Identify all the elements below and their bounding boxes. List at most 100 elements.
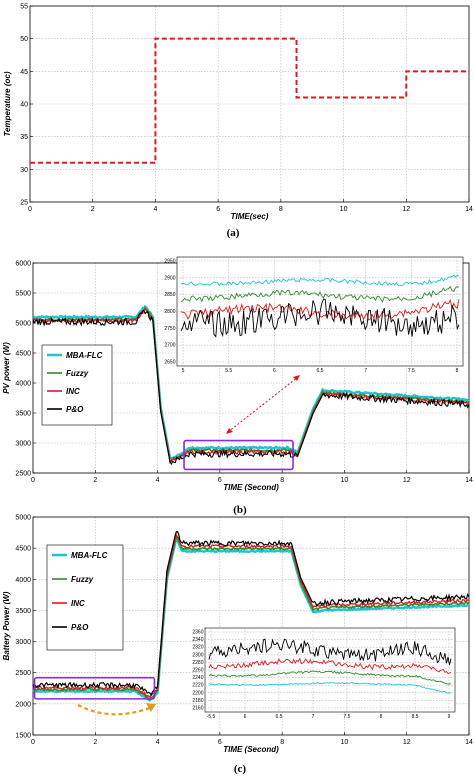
- zoom-arrowhead: [226, 428, 233, 434]
- y-tick-label: 2500: [15, 670, 31, 677]
- legend-entry: INC: [71, 599, 85, 608]
- panel-a-caption: (a): [227, 227, 240, 239]
- legend-entry: Fuzzy: [66, 369, 89, 378]
- x-tick-label: 6: [218, 477, 222, 484]
- inset-x-tick-label: 6: [244, 714, 247, 720]
- legend-box: [41, 344, 113, 426]
- y-tick-label: 3500: [15, 608, 31, 615]
- x-tick-label: 14: [465, 739, 473, 746]
- x-tick-label: 12: [402, 206, 410, 213]
- inset-x-tick-label: 8.5: [412, 714, 419, 720]
- legend-entry: P&O: [71, 623, 89, 632]
- legend-entry: MBA-FLC: [66, 351, 103, 360]
- inset-x-tick-label: 9: [448, 714, 451, 720]
- y-tick-label: 5500: [15, 291, 31, 298]
- legend-entry: Fuzzy: [71, 575, 94, 584]
- y-tick-label: 3000: [15, 441, 31, 448]
- x-tick-label: 14: [465, 206, 473, 213]
- inset-y-tick-label: 2360: [192, 630, 203, 636]
- y-tick-label: 50: [20, 36, 28, 43]
- x-tick-label: 2: [93, 739, 97, 746]
- inset-trace: [180, 274, 460, 287]
- y-tick-label: 4500: [15, 546, 31, 553]
- y-tick-label: 35: [20, 134, 28, 141]
- x-tick-label: 12: [403, 477, 411, 484]
- y-tick-label: 55: [20, 4, 28, 11]
- y-tick-label: 5000: [15, 515, 31, 522]
- series-line-inc: [32, 533, 470, 699]
- inset-x-tick-label: 8: [380, 714, 383, 720]
- inset-y-tick-label: 2180: [192, 698, 203, 704]
- legend-entry: MBA-FLC: [71, 551, 108, 560]
- zoom-arrowhead: [146, 703, 156, 712]
- x-tick-label: 14: [465, 477, 473, 484]
- x-tick-label: 12: [403, 739, 411, 746]
- plot-frame: [32, 516, 470, 736]
- y-tick-label: 45: [20, 69, 28, 76]
- y-tick-label: 2500: [15, 471, 31, 478]
- y-tick-label: 30: [20, 167, 28, 174]
- inset-y-tick-label: 2280: [192, 660, 203, 666]
- inset-y-tick-label: 2650: [164, 360, 175, 366]
- inset-trace: [208, 670, 452, 685]
- y-axis-label: PV power (W): [2, 342, 11, 394]
- inset-y-tick-label: 2750: [164, 326, 175, 332]
- zoom-arrow: [227, 376, 299, 433]
- x-tick-label: 8: [280, 477, 284, 484]
- y-tick-label: 2000: [15, 701, 31, 708]
- inset-x-tick-label: 5: [182, 368, 185, 374]
- inset-x-tick-label: 6.5: [317, 368, 324, 374]
- inset-x-tick-label: 7: [312, 714, 315, 720]
- zoom-arrowhead: [293, 375, 300, 381]
- legend-box: [46, 544, 124, 651]
- panel-b-pv-power-chart: 0 2 4 6 8 10 12 14 2500 3000 3500 4000 4500 5000 5500 6…: [2, 256, 473, 492]
- x-tick-label: 10: [341, 477, 349, 484]
- x-tick-label: 4: [156, 739, 160, 746]
- zoom-highlight-box: [183, 439, 294, 471]
- zoom-highlight-box: [33, 676, 156, 700]
- y-tick-label: 6000: [15, 261, 31, 268]
- inset-trace: [180, 298, 460, 338]
- inset-trace: [208, 638, 452, 666]
- series-line-temperature: [30, 37, 469, 164]
- inset-trace: [208, 682, 452, 694]
- y-tick-label: 4500: [15, 351, 31, 358]
- x-tick-label: 6: [216, 206, 220, 213]
- inset-y-tick-label: 2200: [192, 690, 203, 696]
- x-tick-label: 4: [153, 206, 157, 213]
- y-tick-label: 3000: [15, 639, 31, 646]
- y-tick-label: 3500: [15, 411, 31, 418]
- y-tick-label: 25: [20, 200, 28, 207]
- x-axis-label: TIME (Second): [223, 483, 279, 492]
- y-tick-label: 4000: [15, 381, 31, 388]
- pv-power-zoom-inset: 5 5.5 6 6.5 7 7.5 8 2650 2700 2750 2800 2850 2900 295…: [164, 256, 464, 374]
- series-line-p-o: [32, 309, 470, 466]
- inset-y-tick-label: 2900: [164, 275, 175, 281]
- x-axis-label: TIME(sec): [231, 212, 269, 221]
- y-tick-label: 40: [20, 102, 28, 109]
- x-axis-label: TIME (Second): [223, 745, 279, 754]
- inset-x-tick-label: 7.5: [344, 714, 351, 720]
- inset-trace: [208, 657, 452, 675]
- inset-x-tick-label: 7: [364, 368, 367, 374]
- x-tick-label: 4: [156, 477, 160, 484]
- x-tick-label: 8: [279, 206, 283, 213]
- x-tick-label: 10: [340, 206, 348, 213]
- inset-x-tick-label: 8: [456, 368, 459, 374]
- series-line-mba-flc: [32, 535, 470, 702]
- inset-x-tick-label: -5.5: [207, 714, 216, 720]
- legend-entry: P&O: [66, 405, 84, 414]
- inset-y-tick-label: 2700: [164, 343, 175, 349]
- y-axis-label: Battery Power (W): [2, 591, 11, 660]
- inset-y-tick-label: 2800: [164, 309, 175, 315]
- inset-x-tick-label: 6.5: [276, 714, 283, 720]
- inset-y-tick-label: 2160: [192, 706, 203, 712]
- legend-entry: INC: [66, 387, 80, 396]
- inset-x-tick-label: 5.5: [225, 368, 232, 374]
- series-line-p-o: [32, 530, 470, 697]
- inset-y-tick-label: 2260: [192, 668, 203, 674]
- inset-y-tick-label: 2850: [164, 292, 175, 298]
- x-tick-label: 2: [93, 477, 97, 484]
